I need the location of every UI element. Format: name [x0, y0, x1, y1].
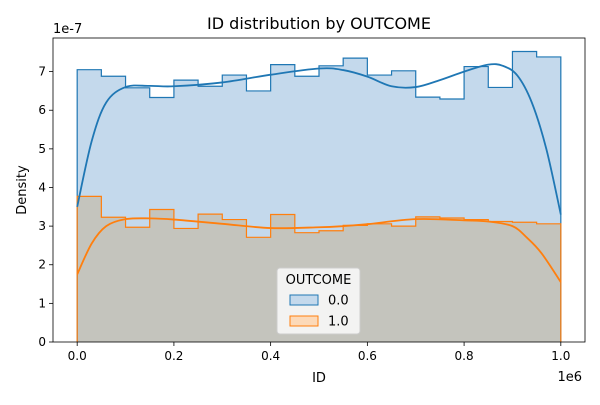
legend-title: OUTCOME: [286, 273, 352, 288]
x-axis-label: ID: [312, 371, 326, 386]
x-tick-label: 0.0: [68, 349, 87, 363]
chart-title: ID distribution by OUTCOME: [207, 14, 431, 33]
y-axis-multiplier: 1e-7: [53, 22, 82, 37]
legend-label-series-1: 1.0: [328, 315, 349, 330]
x-tick-label: 0.8: [455, 349, 474, 363]
kde-line-series-0: [76, 63, 562, 215]
y-axis-label: Density: [15, 165, 30, 215]
legend: OUTCOME 0.0 1.0: [276, 267, 361, 335]
legend-swatch-series-1: [289, 315, 319, 327]
x-tick-label: 1.0: [551, 349, 570, 363]
histogram-outline-series-1: [76, 195, 562, 342]
y-tick-label: 3: [38, 219, 46, 233]
y-tick-label: 2: [38, 258, 46, 272]
x-tick-label: 0.4: [261, 349, 280, 363]
y-tick-label: 0: [38, 335, 46, 349]
y-tick-label: 1: [38, 296, 46, 310]
kde-line-series-1: [76, 217, 562, 283]
x-axis-multiplier: 1e6: [557, 370, 582, 385]
y-tick-label: 6: [38, 103, 46, 117]
legend-swatch-series-0: [289, 294, 319, 306]
y-tick-label: 4: [38, 180, 46, 194]
legend-label-series-0: 0.0: [328, 294, 349, 309]
histogram-outline-series-0: [76, 50, 562, 342]
axes: 0.0 0.2 0.4 0.6 0.8 1.0 0 1 2 3 4 5 6 7: [38, 37, 586, 363]
plot-frame: [52, 37, 586, 343]
y-tick-label: 5: [38, 142, 46, 156]
x-tick-label: 0.2: [164, 349, 183, 363]
x-tick-label: 0.6: [358, 349, 377, 363]
y-tick-label: 7: [38, 65, 46, 79]
